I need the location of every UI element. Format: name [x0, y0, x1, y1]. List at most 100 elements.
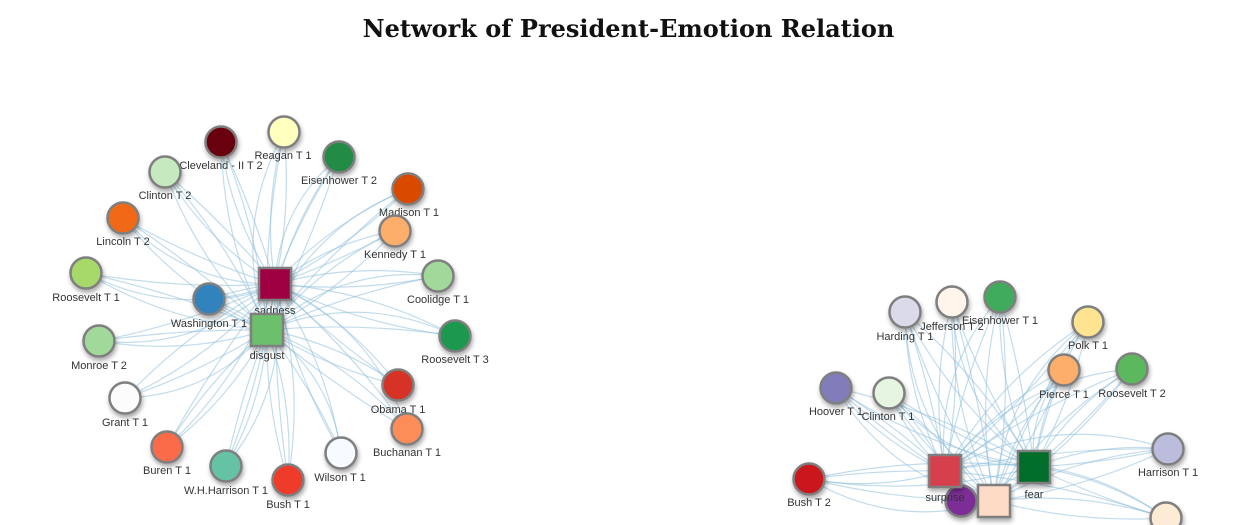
president-node-circle[interactable] — [983, 280, 1017, 314]
president-node-circle[interactable] — [204, 125, 238, 159]
president-node-label: Eisenhower T 2 — [301, 175, 377, 187]
president-node-circle[interactable] — [148, 155, 182, 189]
emotion-node[interactable]: fear — [1016, 449, 1052, 501]
president-node-circle[interactable] — [106, 201, 140, 235]
president-node-label: Lincoln T 2 — [96, 236, 149, 248]
president-node[interactable]: W.H.Harrison T 1 — [184, 449, 268, 498]
relation-edge — [274, 283, 342, 454]
president-node-circle[interactable] — [271, 463, 305, 497]
president-node-circle[interactable] — [935, 285, 969, 319]
president-node[interactable]: Bush T 2 — [787, 462, 831, 510]
president-node-circle[interactable] — [378, 214, 412, 248]
president-node-label: Pierce T 1 — [1039, 389, 1089, 401]
emotion-node-square[interactable] — [976, 483, 1012, 519]
president-node[interactable]: Eisenhower T 2 — [301, 140, 377, 188]
president-node-circle[interactable] — [192, 282, 226, 316]
president-node[interactable]: Clinton T 1 — [862, 376, 915, 424]
president-node[interactable]: Buchanan T 1 — [373, 412, 441, 460]
president-node-circle[interactable] — [322, 140, 356, 174]
emotion-node-square[interactable] — [257, 266, 293, 302]
president-node[interactable]: Roosevelt T 1 — [52, 256, 120, 305]
president-node-circle[interactable] — [1047, 353, 1081, 387]
president-node-circle[interactable] — [390, 412, 424, 446]
president-node-circle[interactable] — [324, 436, 358, 470]
president-node[interactable]: Harrison T 1 — [1138, 432, 1198, 480]
relation-edge — [85, 272, 276, 287]
president-node-label: Cleveland - II T 2 — [179, 160, 262, 172]
president-node[interactable]: Wilson T 1 — [314, 436, 366, 485]
relation-edge — [269, 131, 285, 285]
president-node[interactable]: Hoover T 1 — [809, 371, 863, 419]
president-node-circle[interactable] — [150, 430, 184, 464]
relation-edge — [938, 301, 953, 472]
president-node-circle[interactable] — [82, 324, 116, 358]
president-node[interactable] — [1149, 501, 1183, 525]
relation-edge — [993, 448, 1169, 502]
president-node-circle[interactable] — [1149, 501, 1183, 525]
emotion-node-square[interactable] — [927, 453, 963, 489]
president-node-circle[interactable] — [69, 256, 103, 290]
president-node[interactable]: Kennedy T 1 — [364, 214, 426, 262]
president-node-circle[interactable] — [381, 368, 415, 402]
president-node-label: Reagan T 1 — [254, 150, 311, 162]
president-node[interactable]: Roosevelt T 2 — [1098, 352, 1166, 401]
relation-edge — [274, 283, 289, 481]
emotion-node[interactable]: sadness — [255, 266, 296, 317]
president-node-label: Washington T 1 — [171, 318, 247, 330]
president-node[interactable]: Bush T 1 — [266, 463, 310, 512]
president-node[interactable]: Washington T 1 — [171, 282, 247, 331]
president-node[interactable]: Clinton T 2 — [139, 155, 192, 203]
relation-edge — [266, 311, 456, 337]
president-node[interactable]: Roosevelt T 3 — [421, 319, 489, 367]
president-node-circle[interactable] — [792, 462, 826, 496]
president-node-circle[interactable] — [421, 259, 455, 293]
emotion-node-square[interactable] — [249, 312, 285, 348]
emotion-node[interactable]: disgust — [249, 312, 285, 362]
relation-edge — [252, 131, 285, 331]
relation-edge — [85, 272, 276, 301]
president-node-circle[interactable] — [872, 376, 906, 410]
president-node-circle[interactable] — [209, 449, 243, 483]
president-node[interactable]: Polk T 1 — [1068, 305, 1108, 353]
president-node-circle[interactable] — [888, 295, 922, 329]
relation-edge — [266, 275, 439, 331]
emotion-node[interactable] — [976, 483, 1012, 519]
president-node-circle[interactable] — [819, 371, 853, 405]
president-node[interactable]: Coolidge T 1 — [407, 259, 469, 307]
president-node-circle[interactable] — [391, 172, 425, 206]
president-node[interactable]: Pierce T 1 — [1039, 353, 1089, 402]
president-node[interactable]: Grant T 1 — [102, 381, 148, 430]
president-node-circle[interactable] — [1071, 305, 1105, 339]
president-node[interactable]: Buren T 1 — [143, 430, 191, 478]
president-node[interactable]: Lincoln T 2 — [96, 201, 150, 249]
relation-edge — [122, 217, 276, 285]
president-node[interactable]: Jefferson T 2 — [920, 285, 984, 334]
president-node-label: Polk T 1 — [1068, 340, 1108, 352]
president-node-circle[interactable] — [1115, 352, 1149, 386]
relation-edge — [993, 500, 1167, 520]
president-node[interactable]: Madison T 1 — [379, 172, 439, 220]
president-node[interactable]: Cleveland - II T 2 — [179, 125, 263, 173]
president-node-label: Roosevelt T 1 — [52, 292, 119, 304]
emotion-node-square[interactable] — [1016, 449, 1052, 485]
relation-edge — [999, 296, 1035, 468]
president-node-label: W.H.Harrison T 1 — [184, 485, 268, 497]
emotion-node[interactable]: surprise — [925, 453, 965, 504]
president-node-label: Harding T 1 — [876, 331, 933, 343]
president-node-circle[interactable] — [108, 381, 142, 415]
relation-edge — [98, 329, 268, 347]
president-node[interactable]: Reagan T 1 — [254, 115, 312, 163]
relation-edge — [98, 283, 276, 342]
relation-edge — [944, 448, 1169, 472]
president-node[interactable]: Eisenhower T 1 — [962, 280, 1038, 328]
relation-edge — [124, 283, 276, 399]
relation-edge — [993, 368, 1133, 502]
president-node-circle[interactable] — [438, 319, 472, 353]
president-node[interactable]: Monroe T 2 — [71, 324, 127, 373]
president-node[interactable]: Harding T 1 — [876, 295, 934, 344]
president-node-circle[interactable] — [267, 115, 301, 149]
relation-edge — [220, 141, 268, 331]
president-node-circle[interactable] — [1151, 432, 1185, 466]
relation-edge — [164, 171, 268, 331]
